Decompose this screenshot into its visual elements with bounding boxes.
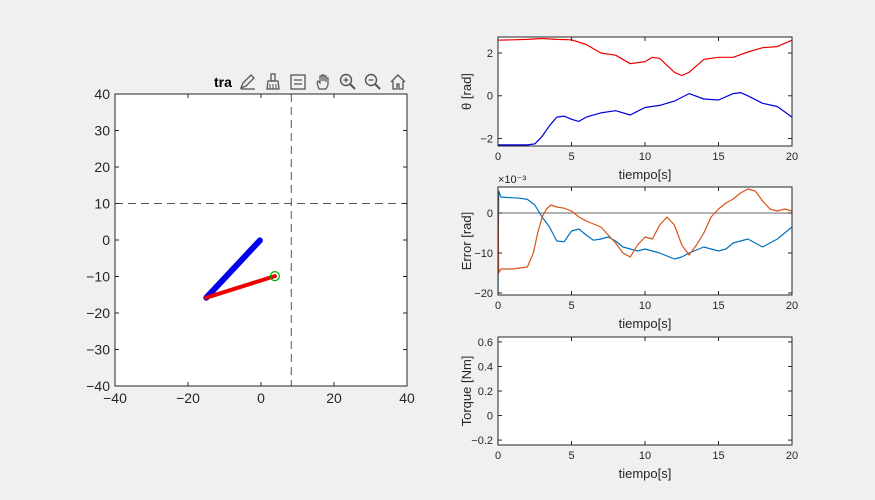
x-tick-label: 5 (568, 300, 574, 312)
x-tick-label: 20 (786, 151, 798, 163)
plot-area (498, 37, 792, 146)
y-axis-label: θ [rad] (459, 73, 474, 110)
data-layer (498, 37, 792, 146)
y-tick-label: 0.6 (478, 337, 493, 349)
y-tick-label: 30 (94, 123, 110, 139)
y-tick-label: −20 (86, 305, 110, 321)
series-line-1 (498, 37, 792, 77)
x-tick-label: 10 (639, 151, 651, 163)
y-tick-label: 0 (487, 91, 493, 103)
x-tick-label: 15 (712, 450, 724, 462)
y-tick-label: 0 (487, 411, 493, 423)
x-tick-label: 20 (786, 300, 798, 312)
x-tick-label: 15 (712, 300, 724, 312)
edit-pencil-icon[interactable] (237, 71, 259, 93)
data-layer (498, 188, 792, 294)
x-tick-label: 10 (639, 450, 651, 462)
series-line-2 (204, 274, 277, 300)
axes-toolbar: tra (214, 70, 409, 94)
y-tick-label: −20 (474, 288, 493, 300)
y-axis-label: Torque [Nm] (459, 356, 474, 427)
x-tick-label: 0 (257, 390, 265, 406)
zoom-out-icon[interactable] (362, 71, 384, 93)
series-line-1 (203, 237, 263, 301)
y-tick-label: 0.4 (478, 361, 493, 373)
x-tick-label: −20 (176, 390, 200, 406)
y-axis-label: Error [rad] (459, 212, 474, 271)
y-tick-label: 20 (94, 159, 110, 175)
x-tick-label: 10 (639, 300, 651, 312)
error-chart: 0 5 10 15 20 −20 −10 0 tiempo[s] Error [rad] ×10⁻³ (459, 174, 798, 331)
x-axis-label: tiempo[s] (619, 316, 672, 331)
x-tick-label: 0 (495, 450, 501, 462)
zoom-in-icon[interactable] (337, 71, 359, 93)
plot-area (498, 337, 792, 445)
x-tick-label: 20 (326, 390, 342, 406)
y-tick-label: −30 (86, 342, 110, 358)
y-tick-label: −40 (86, 378, 110, 394)
brush-icon[interactable] (262, 71, 284, 93)
y-tick-label: −10 (474, 248, 493, 260)
series-line-2 (498, 91, 792, 146)
x-tick-label: 0 (495, 151, 501, 163)
y-tick-label: 0 (487, 208, 493, 220)
target-marker (269, 271, 280, 282)
trajectory-title: tra (214, 74, 232, 90)
x-tick-label: 5 (568, 151, 574, 163)
home-icon[interactable] (387, 71, 409, 93)
x-tick-label: 15 (712, 151, 724, 163)
trajectory-chart: −40 −20 0 20 40 −40 −30 −20 −10 0 10 20 30 40 (86, 86, 415, 406)
x-axis-label: tiempo[s] (619, 466, 672, 481)
data-layer (115, 94, 407, 386)
y-tick-label: 0 (102, 232, 110, 248)
x-tick-label: 0 (495, 300, 501, 312)
x-tick-label: 20 (786, 450, 798, 462)
x-tick-label: 5 (568, 450, 574, 462)
x-tick-label: 40 (399, 390, 415, 406)
x-axis-label: tiempo[s] (619, 167, 672, 182)
y-tick-label: 2 (487, 48, 493, 60)
data-tips-icon[interactable] (287, 71, 309, 93)
y-tick-label: −0.2 (471, 435, 493, 447)
y-tick-label: −10 (86, 269, 110, 285)
series-line-2 (498, 188, 792, 274)
x-tick-label: −40 (103, 390, 127, 406)
y-tick-label: 0.2 (478, 386, 493, 398)
y-exponent-label: ×10⁻³ (498, 174, 526, 186)
pan-hand-icon[interactable] (312, 71, 334, 93)
y-tick-label: 10 (94, 196, 110, 212)
y-tick-label: −2 (480, 133, 493, 145)
y-tick-label: 40 (94, 86, 110, 102)
plot-area (498, 187, 792, 295)
